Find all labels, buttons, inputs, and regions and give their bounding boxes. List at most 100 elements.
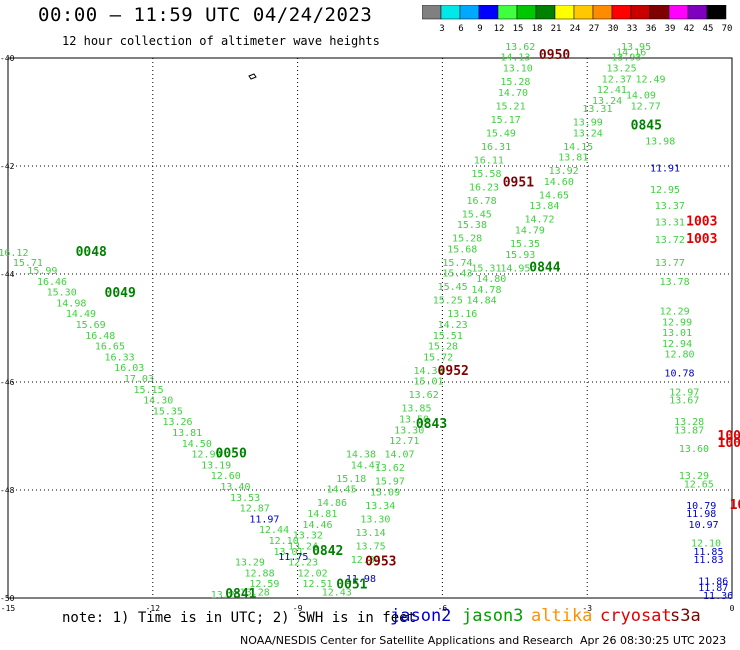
wave-height-value: 14.60 [544, 177, 574, 188]
map-frame [7, 57, 733, 599]
latitude-label: -42 [0, 162, 15, 171]
colorbar-swatch [554, 5, 575, 20]
wave-height-value: 11.75 [278, 552, 308, 563]
wave-height-value: 14.49 [66, 309, 96, 320]
pass-time-label: 10 [730, 498, 740, 513]
wave-height-value: 13.75 [356, 541, 386, 552]
colorbar-swatch [611, 5, 632, 20]
wave-height-value: 14.70 [498, 88, 528, 99]
wave-height-value: 15.49 [486, 128, 516, 139]
wave-height-value: 13.01 [662, 328, 692, 339]
satellite-jason2: jason2 [390, 606, 452, 626]
wave-height-value: 14.45 [327, 485, 357, 496]
wave-height-value: 15.01 [413, 377, 443, 388]
wave-height-value: 13.37 [655, 201, 685, 212]
wave-height-value: 15.58 [471, 169, 501, 180]
wave-height-points: 16.1215.7115.9916.4615.3014.9814.4915.69… [0, 42, 733, 602]
wave-height-value: 13.62 [375, 463, 405, 474]
wave-height-value: 16.65 [95, 342, 125, 353]
longitude-label: 0 [730, 604, 735, 613]
wave-height-value: 13.25 [607, 64, 637, 75]
pass-time-label: 0950 [539, 48, 570, 63]
wave-height-value: 15.68 [447, 244, 477, 255]
wave-height-value: 10.78 [664, 369, 694, 380]
colorbar-tick: 70 [722, 24, 733, 34]
wave-height-value: 14.23 [438, 320, 468, 331]
wave-height-value: 13.99 [573, 118, 603, 129]
colorbar-swatch [668, 5, 689, 20]
colorbar-tick: 42 [684, 24, 695, 34]
pass-time-label: 0841 [225, 587, 256, 602]
wave-height-value: 15.25 [433, 296, 463, 307]
wave-height-value: 12.94 [662, 339, 692, 350]
wave-height-value: 13.31 [582, 104, 612, 115]
map-grid [7, 57, 733, 599]
wave-height-value: 14.30 [413, 366, 443, 377]
colorbar-tick: 6 [458, 24, 463, 34]
wave-height-value: 13.62 [505, 42, 535, 53]
colorbar-tick: 12 [494, 24, 505, 34]
colorbar-tick: 36 [646, 24, 657, 34]
wave-height-value: 11.36 [703, 591, 733, 602]
wave-height-value: 12.71 [389, 436, 419, 447]
wave-height-value: 11.83 [693, 555, 723, 566]
wave-height-value: 13.40 [220, 482, 250, 493]
wave-height-value: 13.29 [235, 558, 265, 569]
island-outline [248, 73, 257, 80]
pass-time-label: 0844 [529, 260, 560, 275]
wave-height-value: 14.65 [539, 190, 569, 201]
satellite-s3a: s3a [670, 606, 701, 626]
wave-height-value: 13.16 [447, 309, 477, 320]
latitude-label: -50 [0, 594, 15, 603]
wave-height-value: 12.41 [597, 85, 627, 96]
colorbar-tick: 27 [589, 24, 600, 34]
wave-height-value: 14.30 [143, 396, 173, 407]
wave-height-value: 12.10 [691, 539, 721, 550]
wave-height-value: 13.81 [558, 153, 588, 164]
wave-height-value: 12.80 [664, 350, 694, 361]
wave-height-value: 14.46 [302, 520, 332, 531]
wave-height-value: 16.78 [467, 196, 497, 207]
colorbar-tick: 3 [439, 24, 444, 34]
pass-time-label: 0050 [216, 447, 247, 462]
wave-height-value: 13.67 [669, 396, 699, 407]
colorbar-swatch [497, 5, 518, 20]
wave-height-value: 15.30 [47, 288, 77, 299]
wave-height-value: 13.34 [365, 501, 395, 512]
wave-height-value: 12.37 [602, 74, 632, 85]
colorbar-tick: 24 [570, 24, 581, 34]
wave-height-value: 11.91 [650, 163, 680, 174]
wave-height-value: 13.28 [240, 587, 270, 598]
pass-time-label: 100 [718, 429, 740, 444]
colorbar-tick: 39 [665, 24, 676, 34]
wave-height-value: 15.45 [438, 282, 468, 293]
wave-height-value: 13.26 [162, 417, 192, 428]
wave-height-value: 16.23 [469, 182, 499, 193]
wave-height-value: 12.34 [351, 555, 381, 566]
longitude-label: -15 [1, 604, 16, 613]
wave-height-value: 15.21 [495, 101, 525, 112]
wave-height-value: 14.47 [351, 460, 381, 471]
wave-height-value: 11.85 [693, 547, 723, 558]
wave-height-value: 12.99 [662, 317, 692, 328]
wave-height-value: 12.95 [650, 185, 680, 196]
wave-height-value: 14.80 [476, 274, 506, 285]
wave-height-value: 14.07 [384, 450, 414, 461]
wave-height-value: 15.35 [510, 239, 540, 250]
wave-height-value: 14.81 [307, 509, 337, 520]
colorbar-swatch [516, 5, 537, 20]
wave-height-value: 16.11 [474, 155, 504, 166]
wave-height-value: 12.51 [302, 579, 332, 590]
wave-height-value: 13.31 [655, 217, 685, 228]
wave-height-value: 12.44 [259, 525, 289, 536]
wave-height-value: 15.28 [452, 234, 482, 245]
wave-height-value: 11.87 [698, 583, 728, 594]
wave-height-value: 16.33 [105, 352, 135, 363]
colorbar-swatch [459, 5, 480, 20]
colorbar-tick: 45 [703, 24, 714, 34]
wave-height-value: 12.87 [240, 504, 270, 515]
pass-time-label: 0951 [503, 176, 534, 191]
colorbar-swatch [592, 5, 613, 20]
wave-height-value: 13.72 [655, 235, 685, 246]
pass-time-label: 1003 [686, 232, 717, 247]
